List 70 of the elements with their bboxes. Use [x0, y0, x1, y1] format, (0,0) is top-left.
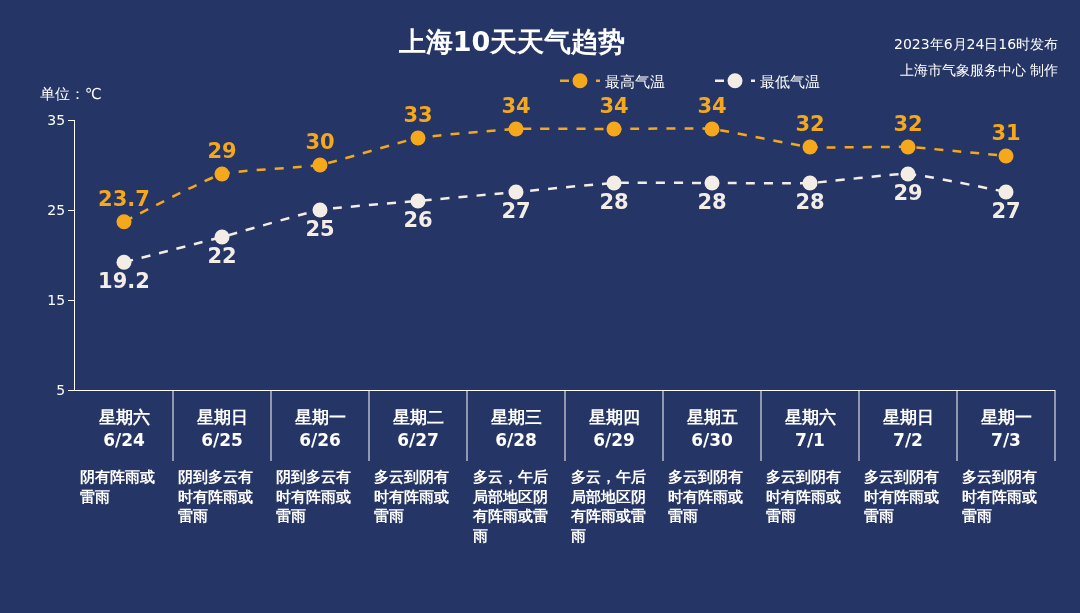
x-tick-label: 星期日 7/2 — [881, 407, 934, 450]
text: 多云到阴有时有阵雨或雷雨 — [864, 468, 939, 525]
data-label: 28 — [697, 190, 727, 215]
text: 多云，午后局部地区阴有阵雨或雷雨 — [570, 468, 646, 545]
text: 多云到阴有时有阵雨或雷雨 — [962, 468, 1037, 525]
point — [606, 121, 622, 137]
data-label: 25 — [305, 217, 335, 242]
y-axis-title: 单位：℃ — [40, 85, 102, 103]
point — [116, 214, 132, 230]
data-label: 28 — [795, 190, 825, 215]
text: 多云到阴有时有阵雨或雷雨 — [374, 468, 449, 525]
data-label: 27 — [501, 199, 531, 224]
data-label: 33 — [403, 103, 433, 128]
point — [606, 175, 622, 191]
data-label: 27 — [991, 199, 1021, 224]
data-label: 19.2 — [98, 269, 150, 294]
x-tick-label: 星期一 6/26 — [293, 407, 346, 450]
point — [410, 193, 426, 209]
text: 多云到阴有时有阵雨或雷雨 — [668, 468, 743, 525]
data-label: 32 — [795, 112, 825, 137]
x-tick-label: 星期五 6/30 — [685, 407, 738, 450]
point — [900, 166, 916, 182]
data-label: 29 — [207, 139, 237, 164]
data-label: 28 — [599, 190, 629, 215]
x-tick-label: 星期六 6/24 — [97, 407, 150, 450]
point — [802, 175, 818, 191]
x-tick-label: 星期三 6/28 — [489, 407, 542, 450]
y-tick-label: 25 — [47, 201, 66, 218]
legend-label: 最低气温 — [760, 72, 820, 91]
point — [312, 202, 328, 218]
data-label: 30 — [305, 130, 335, 155]
point — [508, 121, 524, 137]
data-label: 32 — [893, 112, 923, 137]
text: 上海市气象服务中心 制作 — [900, 62, 1059, 78]
text: 多云，午后局部地区阴有阵雨或雷雨 — [472, 468, 548, 545]
x-tick-label: 星期日 6/25 — [195, 407, 248, 450]
point — [998, 184, 1014, 200]
point — [704, 175, 720, 191]
text: 阴到多云有时有阵雨或雷雨 — [178, 468, 253, 525]
point — [116, 254, 132, 270]
y-tick-label: 15 — [47, 291, 66, 308]
y-tick-label: 5 — [56, 381, 66, 398]
point — [998, 148, 1014, 164]
point — [410, 130, 426, 146]
x-tick-label: 星期二 6/27 — [391, 407, 444, 450]
point — [312, 157, 328, 173]
legend-label: 最高气温 — [605, 72, 665, 91]
text: 阴到多云有时有阵雨或雷雨 — [276, 468, 351, 525]
data-label: 23.7 — [98, 187, 150, 212]
chart-title: 上海10天天气趋势 — [397, 26, 626, 58]
data-label: 34 — [501, 94, 531, 119]
y-tick-label: 35 — [47, 111, 66, 128]
data-label: 26 — [403, 208, 433, 233]
x-tick-label: 星期一 7/3 — [979, 407, 1032, 450]
point — [214, 166, 230, 182]
point — [214, 229, 230, 245]
text: 多云到阴有时有阵雨或雷雨 — [766, 468, 841, 525]
text: 阴有阵雨或雷雨 — [80, 468, 155, 506]
text: 2023年6月24日16时发布 — [894, 36, 1059, 52]
data-label: 34 — [697, 94, 727, 119]
point — [508, 184, 524, 200]
data-label: 22 — [207, 244, 237, 269]
x-tick-label: 星期六 7/1 — [783, 407, 836, 450]
point — [802, 139, 818, 155]
x-tick-label: 星期四 6/29 — [587, 407, 640, 450]
data-label: 34 — [599, 94, 629, 119]
data-label: 31 — [991, 121, 1021, 146]
data-label: 29 — [893, 181, 923, 206]
point — [704, 121, 720, 137]
point — [900, 139, 916, 155]
